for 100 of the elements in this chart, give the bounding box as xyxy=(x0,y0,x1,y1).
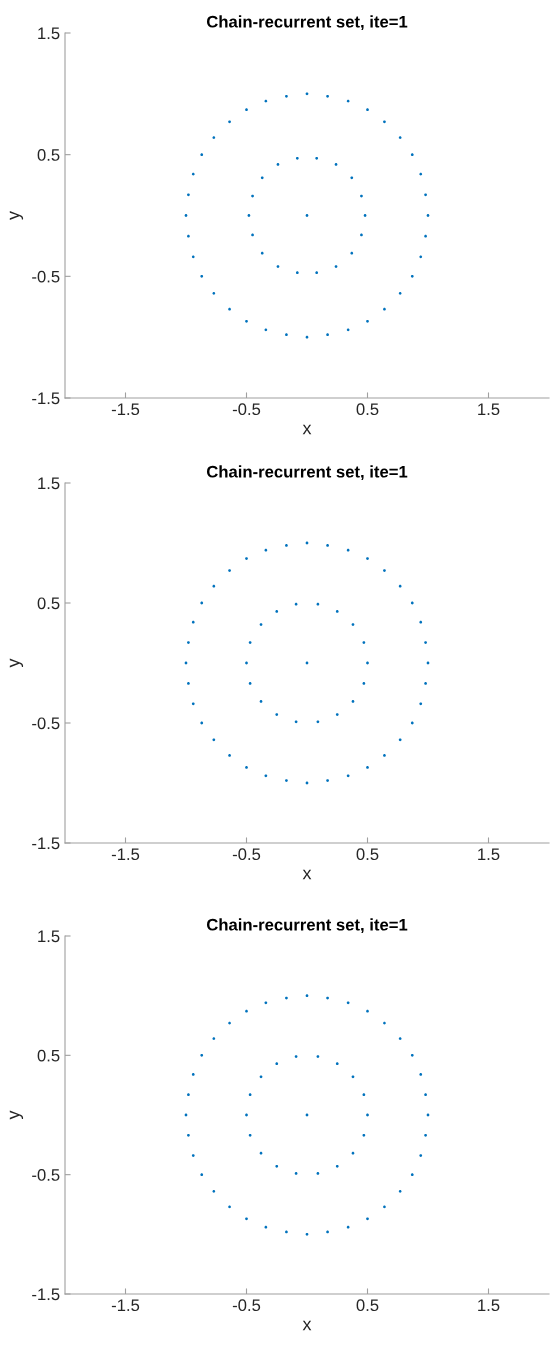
point xyxy=(419,1154,423,1157)
point xyxy=(294,1172,298,1175)
y-tick-label: 0.5 xyxy=(37,1049,60,1062)
y-axis-title: y xyxy=(9,658,24,668)
point xyxy=(212,584,216,588)
point xyxy=(383,754,386,757)
point xyxy=(398,136,402,140)
point xyxy=(419,620,423,624)
point xyxy=(326,544,329,547)
point xyxy=(200,153,204,157)
point xyxy=(200,721,204,725)
x-tick-label: -0.5 xyxy=(232,403,261,416)
point xyxy=(366,1217,369,1221)
point xyxy=(285,996,288,1000)
x-tick-label: 0.5 xyxy=(356,1299,379,1312)
point xyxy=(326,1230,329,1234)
point xyxy=(228,754,231,757)
y-tick-label: 1.5 xyxy=(38,477,60,490)
point xyxy=(305,1232,309,1236)
y-tick-label: 0.5 xyxy=(37,597,60,610)
point xyxy=(275,1062,279,1066)
point xyxy=(275,713,279,716)
x-tick-label: -1.5 xyxy=(111,848,140,861)
x-axis-title: x xyxy=(302,1320,312,1331)
point xyxy=(285,1230,288,1234)
point xyxy=(305,214,309,217)
x-tick-label: -1.5 xyxy=(111,403,140,416)
point xyxy=(351,700,355,703)
point xyxy=(212,1037,216,1041)
x-tick-label: 0.5 xyxy=(356,848,379,861)
point xyxy=(383,1205,386,1209)
point xyxy=(247,214,251,217)
point xyxy=(248,1093,252,1097)
x-tick-label: 1.5 xyxy=(478,403,500,416)
point xyxy=(410,601,414,605)
point xyxy=(245,557,248,560)
point xyxy=(228,120,231,124)
point xyxy=(350,176,354,180)
y-axis-title: y xyxy=(9,1110,24,1120)
point xyxy=(419,172,423,176)
point xyxy=(245,1113,248,1117)
point xyxy=(424,1093,427,1097)
point xyxy=(366,1009,369,1013)
point xyxy=(200,1173,204,1177)
point xyxy=(245,1217,248,1221)
point xyxy=(326,94,329,98)
point xyxy=(248,1133,252,1137)
point xyxy=(424,641,427,644)
point xyxy=(335,1062,339,1066)
point xyxy=(187,682,190,685)
point xyxy=(294,1055,298,1058)
point xyxy=(245,108,248,112)
point xyxy=(212,136,216,140)
point xyxy=(410,274,414,278)
point xyxy=(191,702,195,706)
point xyxy=(316,1172,320,1175)
point xyxy=(200,274,204,278)
point xyxy=(335,610,339,613)
point xyxy=(275,1164,279,1168)
x-axis-title: x xyxy=(302,424,312,435)
y-axis-title: y xyxy=(9,211,24,220)
point xyxy=(383,569,386,572)
point xyxy=(187,193,190,197)
x-axis-title: x xyxy=(302,869,312,880)
point xyxy=(326,333,329,337)
point xyxy=(187,641,190,644)
point xyxy=(285,779,288,782)
point xyxy=(398,1189,402,1193)
point xyxy=(245,1009,248,1013)
chart-title: Chain-recurrent set, ite=1 xyxy=(206,15,408,31)
point xyxy=(285,333,288,337)
point xyxy=(335,1164,339,1168)
point xyxy=(360,233,363,237)
point xyxy=(335,713,339,716)
y-tick-label: -0.5 xyxy=(32,717,60,730)
point xyxy=(212,1189,216,1193)
point xyxy=(187,1133,190,1137)
point xyxy=(285,544,288,547)
point xyxy=(200,1053,204,1057)
point xyxy=(424,1133,427,1137)
point xyxy=(212,291,216,295)
point xyxy=(398,1037,402,1041)
point xyxy=(363,214,367,217)
x-tick-label: 0.5 xyxy=(356,403,379,416)
point xyxy=(184,214,188,217)
point xyxy=(248,641,252,644)
point xyxy=(366,1113,369,1117)
point xyxy=(295,156,299,160)
point xyxy=(419,1073,423,1076)
point xyxy=(295,271,299,275)
point xyxy=(228,307,231,311)
point xyxy=(260,251,264,255)
chart-title: Chain-recurrent set, ite=1 xyxy=(206,465,408,481)
point xyxy=(259,623,263,626)
x-tick-label: 1.5 xyxy=(478,1299,500,1312)
y-tick-label: -1.5 xyxy=(32,1288,60,1301)
point xyxy=(248,682,252,685)
point xyxy=(191,1154,195,1157)
point xyxy=(191,620,195,624)
y-tick-label: 0.5 xyxy=(37,149,60,161)
